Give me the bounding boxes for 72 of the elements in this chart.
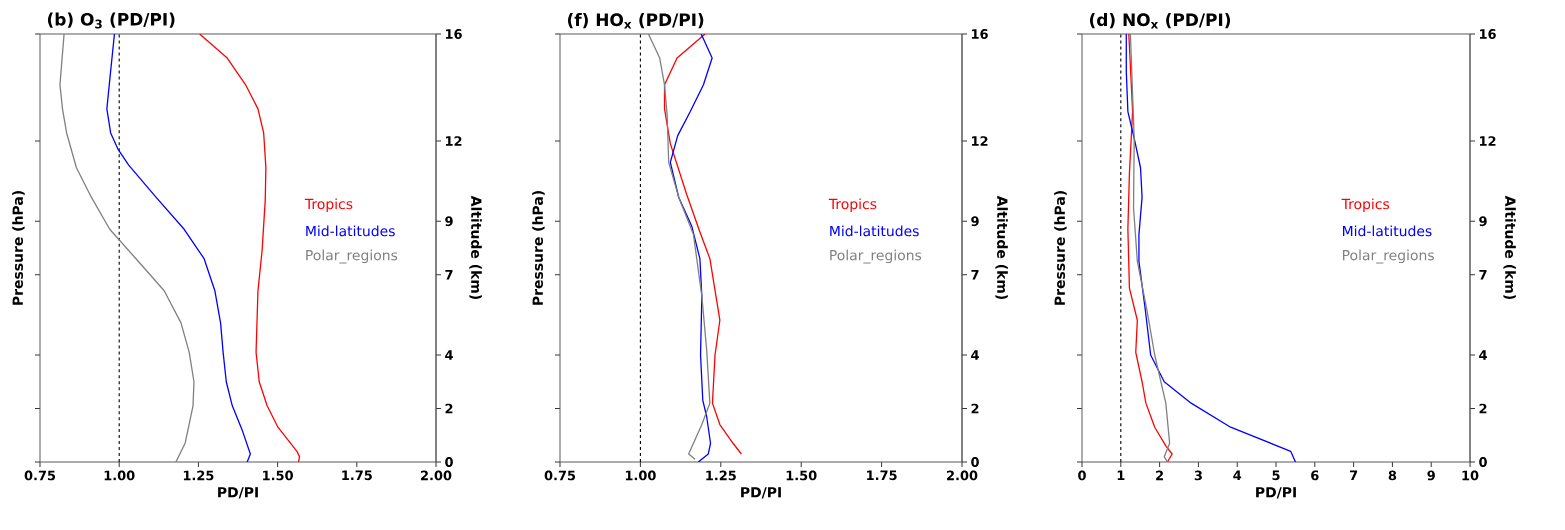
x-tick-label: 4	[1233, 470, 1242, 480]
x-tick-label: 2.00	[421, 470, 452, 481]
line-series	[1125, 34, 1297, 462]
chart-title: (f) HO$_{x}$ (PD/PI)	[567, 13, 704, 29]
y2-tick-label: 16	[1480, 29, 1496, 39]
y2-tick-label: 9	[1479, 216, 1487, 227]
x-tick-label: 1.00	[625, 470, 656, 481]
y2-tick-label: 0	[1479, 457, 1487, 467]
x-tick-label: 1.75	[867, 470, 897, 481]
text: Polar_regions	[306, 249, 398, 264]
x-tick-label: 1.25	[183, 470, 214, 481]
x-tick-label: 0.75	[544, 470, 576, 481]
text: Mid-latitudes	[306, 225, 395, 237]
x-tick-label: 1	[1117, 470, 1125, 480]
y2-tick-label: 7	[971, 270, 979, 280]
x-tick-label: 3	[1194, 470, 1202, 481]
chart-title: (b) O$_{3}$ (PD/PI)	[47, 12, 175, 29]
y2-tick-label: 9	[445, 216, 453, 227]
text: Mid-latitudes	[1342, 225, 1432, 237]
x-tick-label: 0.75	[24, 470, 56, 481]
x-tick-label: 2	[1156, 470, 1163, 481]
x-tick-label: 1.50	[786, 470, 817, 481]
y2-tick-label: 16	[446, 29, 462, 39]
y2-tick-label: 7	[445, 270, 453, 280]
line-series	[106, 34, 252, 462]
x-tick-label: 10	[1462, 470, 1479, 481]
y2-tick-label: 12	[1480, 136, 1496, 146]
y2-tick-label: 4	[445, 350, 453, 360]
line-series	[199, 34, 301, 462]
y2-tick-label: 2	[971, 403, 979, 414]
x-tick-label: 1.50	[263, 470, 293, 481]
x-tick-label: 9	[1427, 470, 1435, 481]
text: Tropics	[304, 198, 353, 212]
x-tick-label: 1.75	[342, 470, 372, 481]
line-series	[59, 34, 195, 462]
x-tick-label: 8	[1388, 470, 1397, 481]
y2-axis-title: Altitude (km)	[995, 195, 1008, 300]
y2-tick-label: 9	[971, 216, 979, 227]
x-tick-label: 7	[1349, 470, 1358, 480]
x-axis-title: PD/PI	[1256, 487, 1296, 499]
text: Tropics	[1341, 198, 1390, 212]
y2-axis-title: Altitude (km)	[469, 195, 482, 300]
y2-tick-label: 2	[1479, 403, 1487, 414]
y2-tick-label: 12	[446, 136, 462, 146]
line-series	[663, 34, 743, 455]
y2-tick-label: 12	[972, 136, 988, 146]
y-axis-title: Pressure (hPa)	[1054, 191, 1067, 305]
line-series	[647, 34, 711, 460]
y-axis-title: Pressure (hPa)	[12, 191, 25, 305]
text: Tropics	[828, 198, 877, 212]
y2-tick-label: 0	[971, 457, 979, 467]
x-tick-label: 1.25	[706, 470, 736, 481]
y2-tick-label: 2	[445, 403, 453, 414]
x-tick-label: 6	[1311, 470, 1319, 481]
chart-title: (d) NO$_{x}$ (PD/PI)	[1089, 13, 1231, 29]
text: Polar_regions	[1342, 249, 1434, 264]
x-tick-label: 0	[1078, 470, 1086, 481]
x-tick-label: 5	[1272, 470, 1280, 481]
y2-tick-label: 7	[1479, 270, 1487, 280]
x-axis-title: PD/PI	[218, 487, 258, 499]
y2-tick-label: 16	[972, 29, 988, 39]
y2-tick-label: 4	[1479, 350, 1487, 360]
x-axis-title: PD/PI	[741, 487, 781, 499]
x-tick-label: 2.00	[947, 470, 978, 481]
y-axis-title: Pressure (hPa)	[532, 191, 545, 305]
text: Polar_regions	[830, 249, 922, 264]
text: Mid-latitudes	[830, 225, 919, 237]
y2-axis-title: Altitude (km)	[1503, 195, 1516, 300]
line-series	[669, 34, 713, 462]
y2-tick-label: 0	[445, 457, 453, 467]
y2-tick-label: 4	[971, 350, 979, 360]
x-tick-label: 1.00	[104, 470, 135, 481]
